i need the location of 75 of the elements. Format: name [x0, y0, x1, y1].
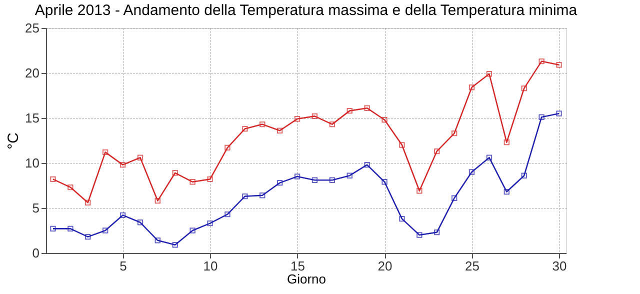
point — [346, 172, 352, 178]
point — [468, 169, 475, 175]
point — [382, 116, 388, 123]
point — [207, 220, 213, 226]
point — [329, 177, 336, 183]
point — [556, 62, 562, 68]
point — [137, 220, 144, 226]
point — [312, 113, 318, 120]
point — [224, 144, 230, 151]
y-tick-label: 10 — [25, 156, 40, 170]
point — [556, 110, 562, 116]
x-axis-title: Giorno — [286, 272, 326, 286]
point — [50, 226, 56, 232]
point — [451, 195, 458, 201]
point — [364, 162, 370, 168]
y-axis-title: °C — [5, 132, 22, 150]
x-tick-label: 25 — [465, 258, 480, 274]
point — [294, 116, 300, 122]
point — [416, 232, 422, 238]
point — [85, 200, 91, 206]
point — [260, 121, 266, 128]
point — [416, 188, 422, 194]
point — [434, 148, 440, 154]
point — [451, 130, 458, 136]
point — [260, 192, 266, 198]
x-tick-label: 10 — [203, 258, 218, 274]
point — [294, 174, 300, 180]
point — [190, 228, 196, 234]
point — [50, 176, 56, 182]
y-tick-label: 25 — [25, 20, 40, 36]
point — [486, 71, 492, 77]
y-tick-label: 15 — [25, 110, 40, 126]
point — [207, 176, 213, 182]
point — [364, 105, 370, 111]
point — [276, 180, 283, 186]
point — [521, 85, 527, 92]
point — [399, 216, 405, 222]
point — [468, 84, 475, 90]
point — [85, 234, 91, 240]
point — [329, 121, 336, 128]
y-tick-label: 20 — [25, 66, 40, 80]
point — [154, 238, 161, 244]
point — [224, 211, 230, 218]
point — [137, 154, 144, 160]
x-tick-label: 30 — [552, 258, 567, 274]
chart-title: Aprile 2013 - Andamento della Temperatura massima e della Temperatura minima — [34, 2, 578, 19]
point — [154, 198, 161, 204]
y-tick-label: 5 — [32, 200, 40, 216]
point — [242, 193, 248, 200]
point — [399, 142, 405, 148]
point — [190, 179, 196, 185]
point — [68, 226, 74, 232]
point — [434, 229, 440, 236]
point — [521, 172, 527, 178]
x-tick-label: 15 — [290, 258, 306, 274]
point — [172, 170, 178, 176]
y-tick-label: 0 — [32, 246, 40, 260]
point — [312, 177, 318, 183]
point — [102, 149, 108, 156]
point — [504, 139, 510, 146]
point — [102, 228, 108, 234]
point — [242, 126, 248, 132]
point — [504, 188, 510, 195]
point — [382, 179, 388, 185]
point — [276, 128, 283, 134]
point — [538, 114, 544, 120]
point — [346, 108, 352, 114]
point — [120, 212, 126, 218]
point — [486, 154, 492, 160]
point — [68, 184, 74, 190]
point — [172, 242, 178, 248]
point — [120, 162, 126, 168]
x-tick-label: 20 — [378, 258, 392, 274]
point — [538, 58, 544, 64]
x-tick-label: 5 — [120, 258, 127, 274]
